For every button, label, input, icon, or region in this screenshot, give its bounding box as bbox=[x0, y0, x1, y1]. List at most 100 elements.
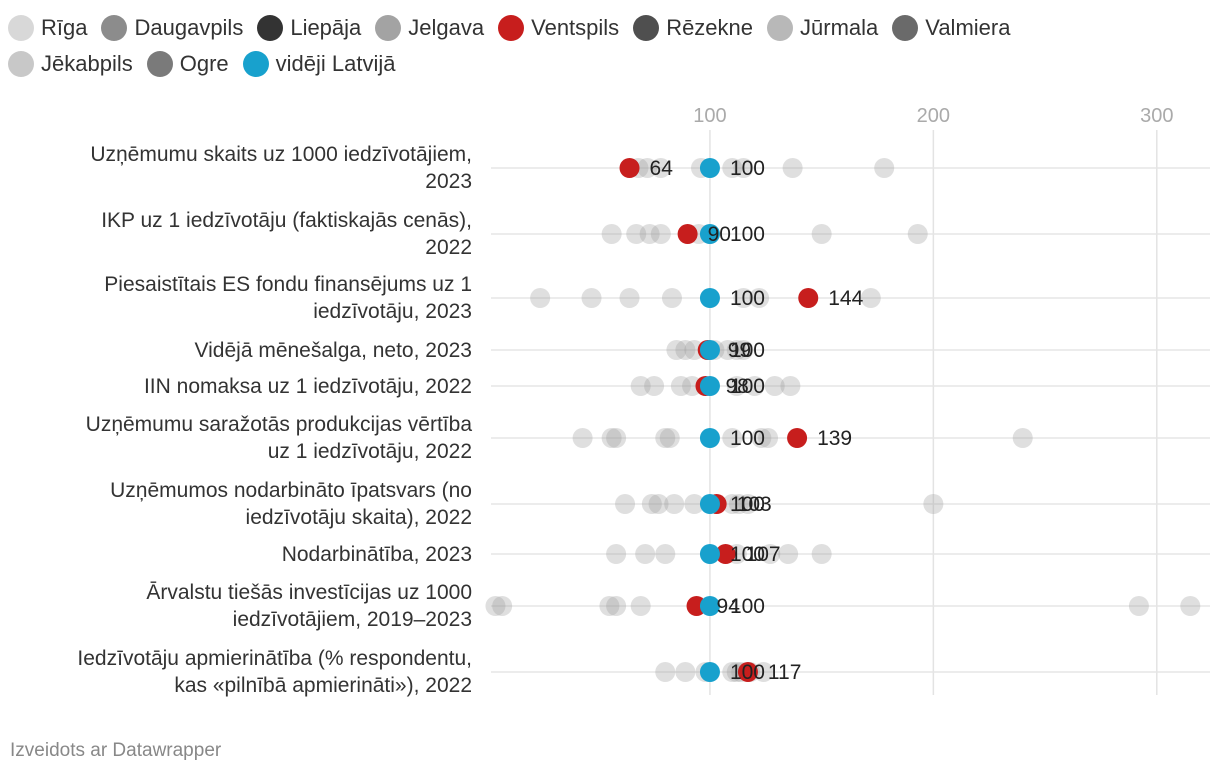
city-dot[interactable] bbox=[655, 544, 676, 564]
row-label: IIN nomaksa uz 1 iedzīvotāju, 2022 bbox=[144, 375, 472, 398]
city-dot[interactable] bbox=[659, 428, 680, 448]
city-dot[interactable] bbox=[641, 494, 662, 514]
city-dot[interactable] bbox=[758, 428, 779, 448]
city-dot[interactable] bbox=[760, 544, 781, 564]
city-dot[interactable] bbox=[650, 158, 671, 178]
average-dot[interactable] bbox=[699, 544, 720, 564]
city-dot[interactable] bbox=[717, 340, 738, 360]
row-label: Ārvalstu tiešās investīcijas uz 1000 bbox=[146, 581, 472, 604]
city-dot[interactable] bbox=[753, 662, 774, 682]
average-dot[interactable] bbox=[699, 376, 720, 396]
legend-item[interactable]: Jelgava bbox=[375, 15, 484, 41]
city-dot[interactable] bbox=[907, 224, 928, 244]
ventspils-dot[interactable] bbox=[715, 544, 736, 564]
city-dot[interactable] bbox=[601, 428, 622, 448]
legend-item[interactable]: Ogre bbox=[146, 51, 229, 77]
average-dot[interactable] bbox=[699, 340, 720, 360]
city-dot[interactable] bbox=[606, 428, 627, 448]
city-dot[interactable] bbox=[751, 428, 772, 448]
city-dot[interactable] bbox=[726, 376, 747, 396]
city-dot[interactable] bbox=[635, 544, 656, 564]
city-dot[interactable] bbox=[722, 494, 743, 514]
city-dot[interactable] bbox=[733, 288, 754, 308]
city-dot[interactable] bbox=[728, 494, 749, 514]
city-dot[interactable] bbox=[630, 376, 651, 396]
city-dot[interactable] bbox=[733, 340, 754, 360]
ventspils-dot[interactable] bbox=[677, 224, 698, 244]
city-dot[interactable] bbox=[601, 224, 622, 244]
city-dot[interactable] bbox=[874, 158, 895, 178]
city-dot[interactable] bbox=[637, 158, 658, 178]
city-dot[interactable] bbox=[749, 288, 770, 308]
average-dot[interactable] bbox=[699, 158, 720, 178]
city-dot[interactable] bbox=[675, 340, 696, 360]
city-dot[interactable] bbox=[782, 158, 803, 178]
legend-item[interactable]: Rīga bbox=[8, 15, 87, 41]
ventspils-dot[interactable] bbox=[737, 662, 758, 682]
city-dot[interactable] bbox=[485, 596, 506, 616]
ventspils-dot[interactable] bbox=[798, 288, 819, 308]
city-dot[interactable] bbox=[664, 494, 685, 514]
city-dot[interactable] bbox=[639, 224, 660, 244]
city-dot[interactable] bbox=[670, 376, 691, 396]
legend-item[interactable]: Ventspils bbox=[498, 15, 619, 41]
city-dot[interactable] bbox=[615, 494, 636, 514]
city-dot[interactable] bbox=[572, 428, 593, 448]
average-dot[interactable] bbox=[699, 662, 720, 682]
city-dot[interactable] bbox=[626, 224, 647, 244]
city-dot[interactable] bbox=[606, 544, 627, 564]
city-dot[interactable] bbox=[655, 662, 676, 682]
city-dot[interactable] bbox=[675, 662, 696, 682]
city-dot[interactable] bbox=[661, 288, 682, 308]
city-dot[interactable] bbox=[1012, 428, 1033, 448]
average-dot[interactable] bbox=[699, 224, 720, 244]
average-dot[interactable] bbox=[699, 428, 720, 448]
city-dot[interactable] bbox=[764, 376, 785, 396]
city-dot[interactable] bbox=[811, 544, 832, 564]
average-dot[interactable] bbox=[699, 596, 720, 616]
value-label: 100 bbox=[730, 595, 765, 618]
city-dot[interactable] bbox=[650, 224, 671, 244]
city-dot[interactable] bbox=[722, 428, 743, 448]
legend-item[interactable]: Valmiera bbox=[892, 15, 1010, 41]
legend-swatch bbox=[375, 15, 402, 41]
ventspils-dot[interactable] bbox=[787, 428, 808, 448]
city-dot[interactable] bbox=[606, 596, 627, 616]
city-dot[interactable] bbox=[722, 158, 743, 178]
city-dot[interactable] bbox=[648, 494, 669, 514]
city-dot[interactable] bbox=[726, 340, 747, 360]
legend-item[interactable]: Rēzekne bbox=[633, 15, 753, 41]
city-dot[interactable] bbox=[923, 494, 944, 514]
city-dot[interactable] bbox=[737, 494, 758, 514]
footer-credit[interactable]: Izveidots ar Datawrapper bbox=[10, 740, 222, 761]
row-label: 2023 bbox=[425, 170, 472, 193]
ventspils-dot[interactable] bbox=[619, 158, 640, 178]
city-dot[interactable] bbox=[733, 158, 754, 178]
x-tick-label: 300 bbox=[1140, 105, 1173, 127]
city-dot[interactable] bbox=[530, 288, 551, 308]
city-dot[interactable] bbox=[780, 376, 801, 396]
city-dot[interactable] bbox=[666, 340, 687, 360]
city-dot[interactable] bbox=[860, 288, 881, 308]
city-dot[interactable] bbox=[722, 662, 743, 682]
city-dot[interactable] bbox=[581, 288, 602, 308]
city-dot[interactable] bbox=[1180, 596, 1201, 616]
city-dot[interactable] bbox=[684, 494, 705, 514]
legend-item[interactable]: Jēkabpils bbox=[8, 51, 133, 77]
city-dot[interactable] bbox=[492, 596, 513, 616]
city-dot[interactable] bbox=[619, 288, 640, 308]
legend-item[interactable]: Daugavpils bbox=[101, 15, 243, 41]
city-dot[interactable] bbox=[644, 376, 665, 396]
city-dot[interactable] bbox=[744, 376, 765, 396]
legend-item[interactable]: Jūrmala bbox=[767, 15, 878, 41]
city-dot[interactable] bbox=[778, 544, 799, 564]
average-dot[interactable] bbox=[699, 494, 720, 514]
city-dot[interactable] bbox=[655, 428, 676, 448]
city-dot[interactable] bbox=[630, 596, 651, 616]
legend-item[interactable]: Liepāja bbox=[257, 15, 361, 41]
average-dot[interactable] bbox=[699, 288, 720, 308]
city-dot[interactable] bbox=[811, 224, 832, 244]
city-dot[interactable] bbox=[599, 596, 620, 616]
city-dot[interactable] bbox=[1128, 596, 1149, 616]
legend-item[interactable]: vidēji Latvijā bbox=[242, 51, 395, 77]
